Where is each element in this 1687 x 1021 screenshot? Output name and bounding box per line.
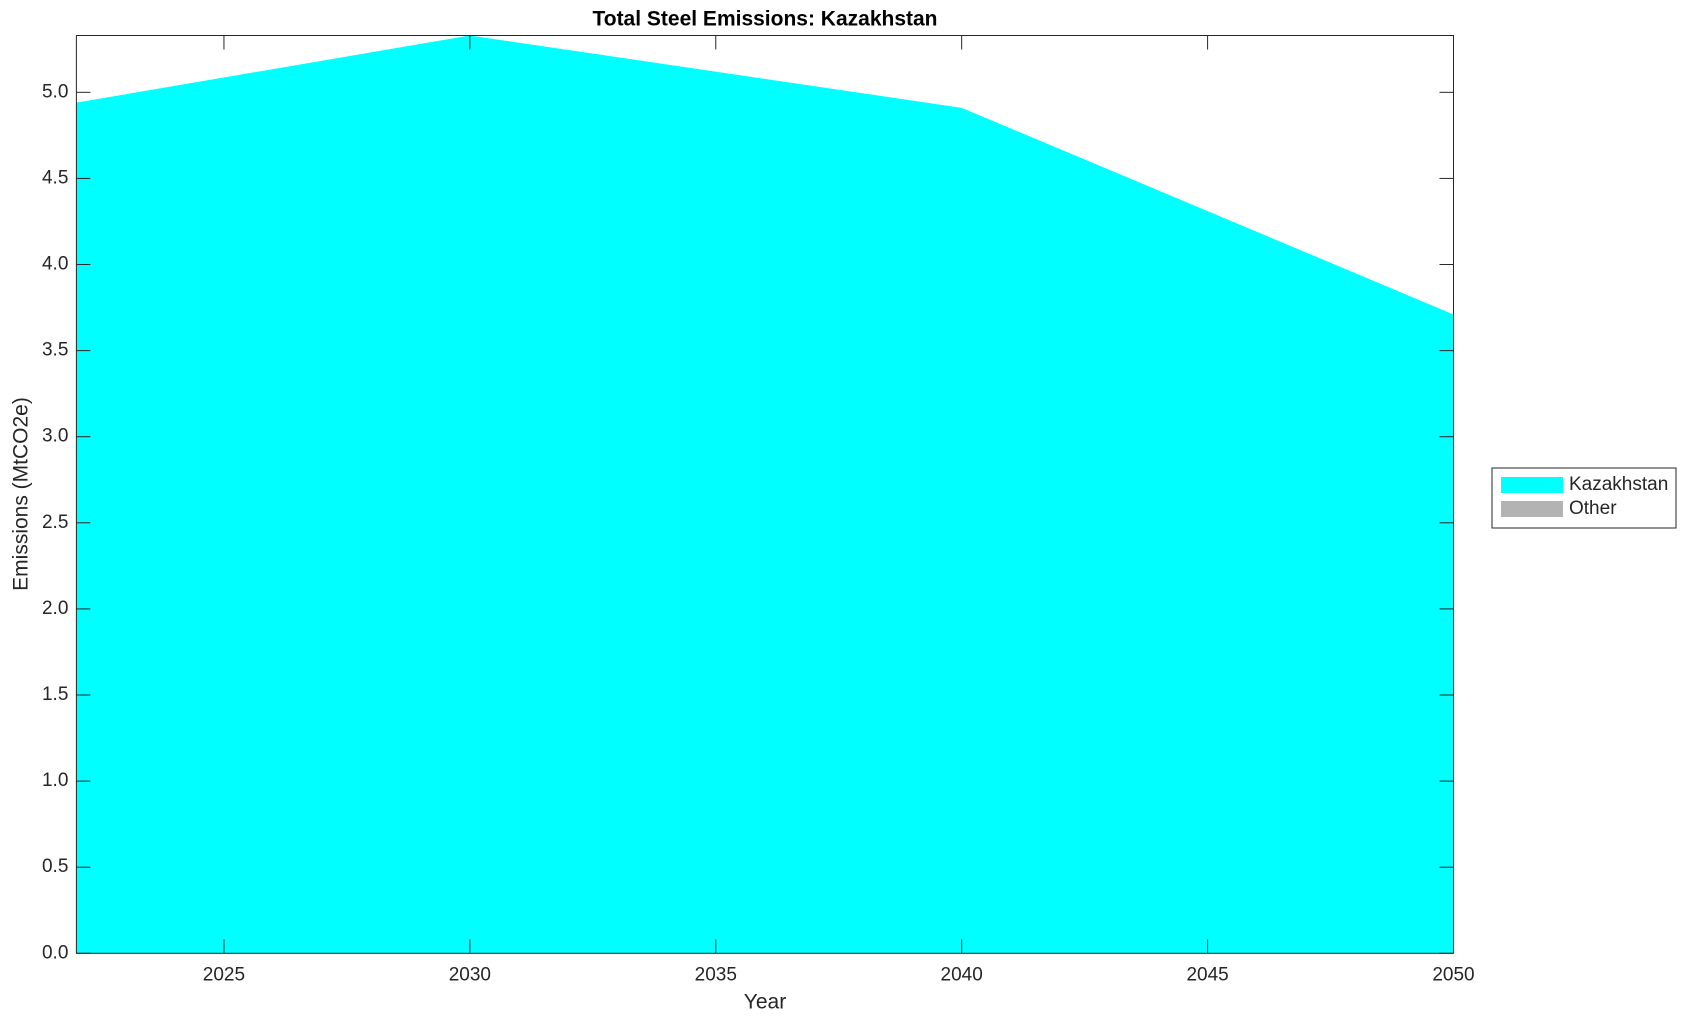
y-axis-label: Emissions (MtCO2e) [10,397,33,591]
y-tick-label: 2.0 [42,598,68,619]
legend-label: Kazakhstan [1569,474,1668,495]
y-tick-label: 1.0 [42,770,68,791]
y-tick-label: 3.5 [42,340,68,361]
x-tick-label: 2030 [449,964,491,985]
x-tick-label: 2025 [203,964,245,985]
x-tick-label: 2050 [1432,964,1474,985]
x-axis-label: Year [744,991,786,1014]
chart-title: Total Steel Emissions: Kazakhstan [592,8,937,31]
y-tick-label: 4.0 [42,254,68,275]
x-tick-label: 2035 [695,964,737,985]
x-tick-label: 2045 [1186,964,1228,985]
legend-swatch [1501,477,1563,493]
area [76,35,1454,954]
y-tick-label: 0.0 [42,942,68,963]
legend-label: Other [1569,498,1617,519]
legend-swatch [1501,501,1563,517]
y-tick-label: 5.0 [42,81,68,102]
y-tick-label: 4.5 [42,167,68,188]
y-tick-label: 2.5 [42,512,68,533]
x-tick-label: 2040 [941,964,983,985]
plot-frame [75,35,1454,954]
y-tick-label: 3.0 [42,426,68,447]
y-tick-label: 0.5 [42,856,68,877]
y-tick-label: 1.5 [42,684,68,705]
